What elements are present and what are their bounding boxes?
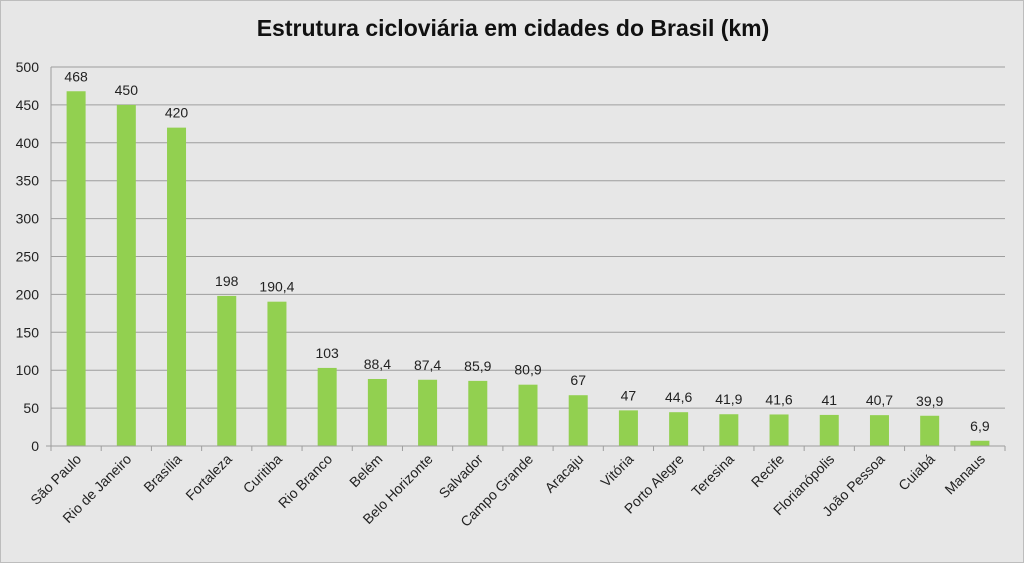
bar xyxy=(719,414,739,446)
data-label: 103 xyxy=(315,345,339,361)
data-label: 198 xyxy=(215,273,239,289)
data-label: 420 xyxy=(165,105,189,121)
x-tick-label: Manaus xyxy=(941,451,988,498)
bar xyxy=(66,91,86,447)
data-label: 41,9 xyxy=(715,391,742,407)
y-tick-label: 300 xyxy=(16,211,40,227)
x-tick-label: Rio Branco xyxy=(275,451,335,511)
bar xyxy=(568,395,588,446)
x-tick-label: Fortaleza xyxy=(182,451,235,504)
x-tick-label: Recife xyxy=(748,451,788,491)
data-label: 67 xyxy=(570,372,586,388)
data-label: 39,9 xyxy=(916,393,943,409)
bar xyxy=(618,410,638,446)
y-tick-label: 450 xyxy=(16,97,40,113)
y-tick-label: 250 xyxy=(16,249,40,265)
data-label: 190,4 xyxy=(259,279,294,295)
bar xyxy=(669,412,689,446)
bar xyxy=(518,384,538,446)
data-label: 6,9 xyxy=(970,418,990,434)
bar xyxy=(769,414,789,446)
bar xyxy=(869,415,889,446)
bar xyxy=(819,414,839,446)
data-label: 47 xyxy=(621,387,637,403)
x-tick-label: Salvador xyxy=(436,451,487,502)
bar xyxy=(468,380,488,446)
x-tick-label: Curitiba xyxy=(240,451,286,497)
bar xyxy=(167,127,187,446)
bar xyxy=(970,440,990,446)
x-tick-label: Vitória xyxy=(597,451,636,490)
y-tick-label: 0 xyxy=(31,438,39,454)
x-tick-label: Brasília xyxy=(140,451,184,495)
x-tick-label: Aracaju xyxy=(541,451,586,496)
data-label: 88,4 xyxy=(364,356,391,372)
bar xyxy=(217,295,237,446)
bar xyxy=(116,104,136,447)
y-tick-label: 500 xyxy=(16,59,40,75)
data-label: 80,9 xyxy=(514,362,541,378)
data-label: 450 xyxy=(115,82,139,98)
y-tick-label: 100 xyxy=(16,362,40,378)
data-label: 468 xyxy=(64,68,88,84)
bar xyxy=(367,378,387,446)
bar xyxy=(267,301,287,446)
bar xyxy=(317,367,337,446)
y-tick-label: 400 xyxy=(16,135,40,151)
data-label: 41 xyxy=(821,392,837,408)
x-tick-label: Cuiabá xyxy=(895,451,938,494)
x-tick-label: Teresina xyxy=(688,451,737,500)
x-tick-label: Belém xyxy=(346,451,385,490)
y-tick-label: 200 xyxy=(16,286,40,302)
chart-title: Estrutura cicloviária em cidades do Bras… xyxy=(256,15,770,41)
data-label: 44,6 xyxy=(665,389,692,405)
bar xyxy=(418,379,438,446)
data-label: 41,6 xyxy=(765,391,792,407)
data-label: 85,9 xyxy=(464,358,491,374)
bar xyxy=(920,415,940,446)
data-label: 40,7 xyxy=(866,392,893,408)
y-tick-label: 350 xyxy=(16,173,40,189)
data-label: 87,4 xyxy=(414,357,441,373)
y-tick-label: 50 xyxy=(23,400,39,416)
y-tick-label: 150 xyxy=(16,324,40,340)
